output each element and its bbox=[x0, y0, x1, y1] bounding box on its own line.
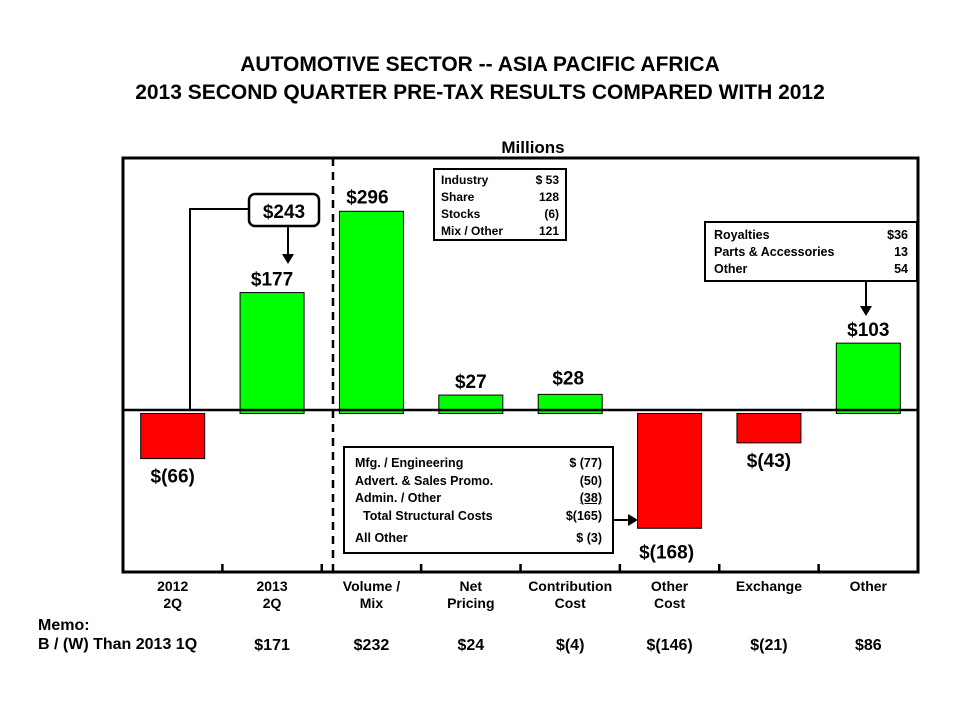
memo-value-4: $(146) bbox=[646, 637, 693, 654]
callout-total-box bbox=[247, 192, 321, 228]
volume-box-row-0: Industry $ 53 bbox=[441, 172, 559, 189]
other-box-row-value: 13 bbox=[894, 245, 908, 259]
cost-box-row-label: Admin. / Other bbox=[355, 491, 442, 505]
cost-box-row-value: $ (3) bbox=[576, 531, 602, 545]
bar-7 bbox=[835, 342, 901, 415]
bar-2 bbox=[338, 210, 404, 415]
other-box-row-1: Parts & Accessories 13 bbox=[714, 244, 908, 261]
cost-box-row-3: Total Structural Costs $(165) bbox=[355, 508, 602, 526]
x-tick-label-4: Contribution Cost bbox=[528, 578, 613, 611]
other-box-row-value: $36 bbox=[887, 228, 908, 242]
other-box-row-2: Other 54 bbox=[714, 261, 908, 278]
chart-title-line2: 2013 SECOND QUARTER PRE-TAX RESULTS COMP… bbox=[135, 81, 825, 104]
memo-value-0: $171 bbox=[254, 637, 290, 654]
volume-box-row-3: Mix / Other 121 bbox=[441, 223, 559, 240]
cost-detail-box: Mfg. / Engineering $ (77) Advert. & Sales … bbox=[343, 446, 614, 554]
volume-box-row-label: Industry bbox=[441, 173, 489, 187]
memo-title: Memo: bbox=[38, 617, 90, 634]
cost-box-row-value: (50) bbox=[579, 473, 602, 488]
bar-value-label-4: $28 bbox=[552, 368, 584, 389]
bar-6 bbox=[736, 413, 802, 444]
chart-title-line1: AUTOMOTIVE SECTOR -- ASIA PACIFIC AFRICA bbox=[240, 53, 720, 76]
bar-value-label-1: $177 bbox=[251, 270, 293, 291]
units-label: Millions bbox=[501, 138, 564, 157]
other-box-row-label: Other bbox=[714, 262, 748, 276]
memo-value-2: $24 bbox=[457, 637, 485, 654]
volume-box-row-value: $ 53 bbox=[535, 173, 559, 187]
cost-box-row-label: Mfg. / Engineering bbox=[355, 456, 464, 470]
cost-box-arrow-head bbox=[628, 514, 638, 526]
bar-value-label-0: $(66) bbox=[151, 467, 195, 488]
bar-value-label-7: $103 bbox=[847, 320, 889, 341]
x-tick-label-5: Other Cost bbox=[650, 578, 689, 611]
memo-value-1: $232 bbox=[353, 637, 390, 654]
memo-value-5: $(21) bbox=[750, 637, 788, 654]
volume-box-row-value: 121 bbox=[538, 224, 559, 238]
other-detail-box: Royalties $36 Parts & Accessories 13 Other 54 bbox=[704, 221, 918, 282]
cost-box-row-value: (38) bbox=[579, 491, 602, 505]
volume-box-row-label: Share bbox=[441, 190, 475, 204]
memo-value-6: $86 bbox=[854, 637, 882, 654]
x-tick-label-2: Volume / Mix bbox=[342, 578, 401, 611]
volume-detail-box: Industry $ 53 Share 128 Stocks (6) Mix / Other… bbox=[433, 168, 567, 241]
cost-box-row-2: Admin. / Other (38) bbox=[355, 490, 602, 508]
volume-box-row-label: Mix / Other bbox=[441, 224, 504, 238]
x-tick-label-7: Other bbox=[849, 578, 887, 594]
volume-box-row-1: Share 128 bbox=[441, 189, 559, 206]
bar-0 bbox=[140, 413, 206, 460]
volume-box-row-label: Stocks bbox=[441, 207, 481, 221]
other-box-row-label: Royalties bbox=[714, 228, 770, 242]
bar-value-label-5: $(168) bbox=[639, 542, 694, 563]
volume-box-row-value: (6) bbox=[544, 207, 559, 221]
callout-total: $243 bbox=[263, 202, 305, 223]
cost-box-row-label: Advert. & Sales Promo. bbox=[355, 473, 494, 488]
bar-1 bbox=[239, 292, 305, 415]
cost-box-row-label: Total Structural Costs bbox=[363, 508, 493, 523]
cost-box-row-4: All Other $ (3) bbox=[355, 530, 602, 548]
x-tick-label-0: 2012 2Q bbox=[157, 578, 189, 611]
cost-box-row-value: $ (77) bbox=[569, 456, 602, 470]
other-box-arrow-head bbox=[860, 306, 872, 316]
bar-4 bbox=[537, 393, 603, 415]
cost-box-row-0: Mfg. / Engineering $ (77) bbox=[355, 455, 602, 473]
x-tick-label-6: Exchange bbox=[735, 578, 802, 594]
other-box-row-0: Royalties $36 bbox=[714, 227, 908, 244]
bar-value-label-3: $27 bbox=[455, 372, 487, 393]
volume-box-row-2: Stocks (6) bbox=[441, 206, 559, 223]
volume-box-row-value: 128 bbox=[538, 190, 559, 204]
other-box-row-value: 54 bbox=[894, 262, 908, 276]
x-tick-label-1: 2013 2Q bbox=[256, 578, 288, 611]
bar-5 bbox=[637, 413, 703, 529]
other-box-row-label: Parts & Accessories bbox=[714, 245, 835, 259]
x-tick-label-3: Net Pricing bbox=[447, 578, 495, 611]
connector-line-2012 bbox=[189, 208, 249, 410]
callout-arrow-head bbox=[282, 254, 294, 264]
bar-value-label-2: $296 bbox=[346, 187, 388, 208]
bar-value-label-6: $(43) bbox=[747, 451, 791, 472]
cost-box-row-value: $(165) bbox=[565, 508, 602, 523]
cost-box-row-1: Advert. & Sales Promo. (50) bbox=[355, 473, 602, 491]
memo-value-3: $(4) bbox=[555, 637, 585, 654]
memo-row-label: B / (W) Than 2013 1Q bbox=[38, 636, 198, 653]
cost-box-row-label: All Other bbox=[355, 531, 408, 545]
